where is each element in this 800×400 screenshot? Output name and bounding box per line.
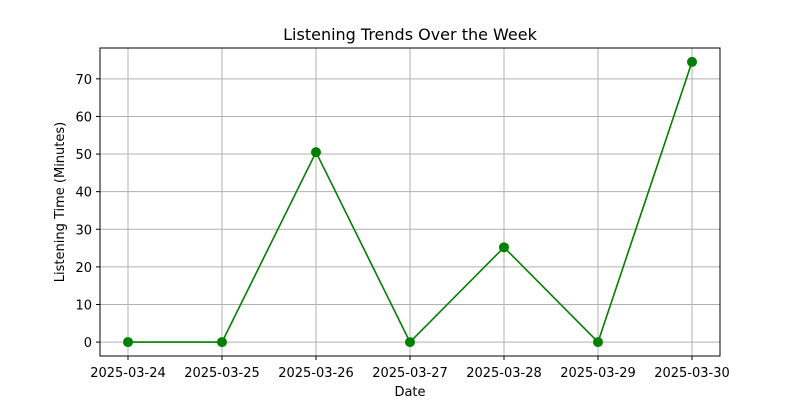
x-tick-label: 2025-03-29 (560, 366, 636, 381)
data-point (217, 337, 227, 348)
y-tick-label: 0 (84, 336, 92, 351)
data-point (123, 337, 133, 348)
chart-title: Listening Trends Over the Week (283, 25, 537, 44)
x-tick-label: 2025-03-25 (184, 366, 260, 381)
axis-ticks: 2025-03-24 2025-03-25 2025-03-26 2025-03-27… (75, 73, 729, 381)
data-point (687, 56, 697, 67)
x-tick-label: 2025-03-27 (372, 366, 448, 381)
y-axis-label: Listening Time (Minutes) (53, 122, 68, 282)
series (123, 56, 697, 348)
x-tick-label: 2025-03-26 (278, 366, 354, 381)
data-point (311, 147, 321, 158)
y-tick-label: 70 (75, 73, 92, 88)
data-point (593, 337, 603, 348)
data-point (405, 337, 415, 348)
y-tick-label: 50 (75, 148, 92, 163)
y-tick-label: 40 (75, 186, 92, 201)
y-tick-label: 60 (75, 110, 92, 125)
x-tick-label: 2025-03-28 (466, 366, 542, 381)
x-axis-label: Date (394, 385, 425, 400)
y-tick-label: 20 (75, 261, 92, 276)
x-tick-label: 2025-03-24 (90, 366, 166, 381)
data-point (499, 242, 509, 253)
grid (100, 48, 720, 356)
x-tick-label: 2025-03-30 (654, 366, 730, 381)
y-tick-label: 30 (75, 223, 92, 238)
y-tick-label: 10 (75, 298, 92, 313)
